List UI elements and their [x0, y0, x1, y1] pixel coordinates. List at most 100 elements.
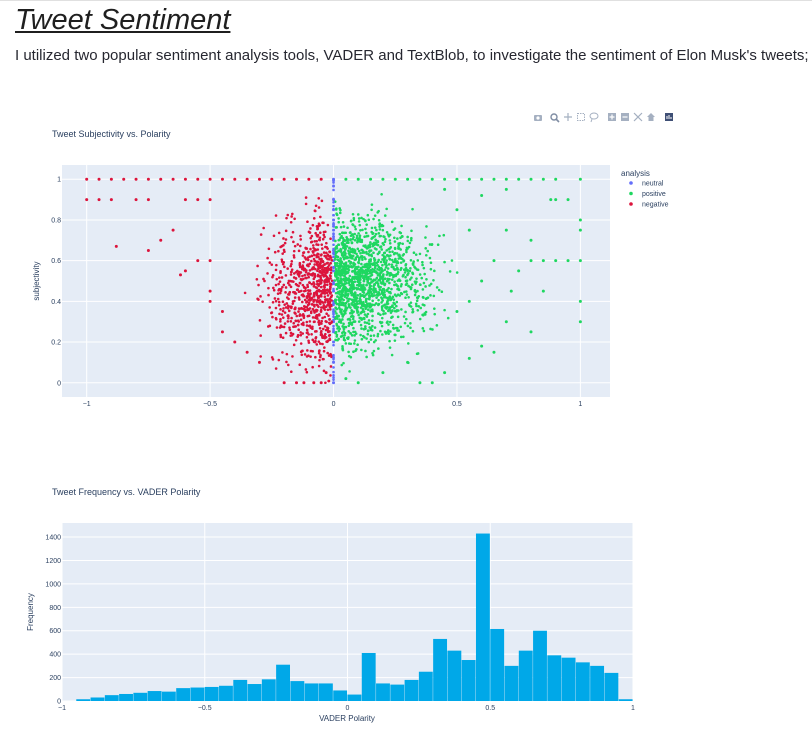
- pan-icon[interactable]: [564, 113, 572, 121]
- scatter-point-negative: [281, 351, 284, 354]
- histogram-bar[interactable]: [176, 688, 191, 701]
- histogram-bar[interactable]: [604, 672, 619, 701]
- scatter-point-neutral: [332, 201, 335, 204]
- scatter-chart[interactable]: Tweet Subjectivity vs. Polarity −1 −0.5 0 0…: [0, 100, 812, 540]
- scatter-point-negative: [322, 307, 326, 310]
- scatter-point-positive: [360, 216, 363, 220]
- scatter-point-negative: [114, 244, 118, 248]
- histogram-bar[interactable]: [147, 691, 162, 701]
- scatter-point-positive: [343, 338, 347, 342]
- histogram-chart[interactable]: Tweet Frequency vs. VADER Polarity −1 −0.…: [0, 485, 812, 735]
- scatter-point-positive: [421, 327, 425, 330]
- scatter-point-negative: [267, 293, 270, 297]
- histogram-bar[interactable]: [561, 657, 576, 701]
- zoom-in-icon[interactable]: [608, 113, 616, 121]
- histogram-bar[interactable]: [433, 638, 448, 701]
- scatter-point-negative: [328, 322, 332, 326]
- modebar[interactable]: [534, 112, 673, 123]
- histogram-bar[interactable]: [618, 699, 633, 701]
- scatter-point-positive: [378, 223, 381, 226]
- histogram-bar[interactable]: [276, 664, 290, 701]
- scatter-legend[interactable]: analysis neutral positive negative: [621, 169, 669, 209]
- scatter-point-positive: [361, 258, 364, 262]
- scatter-point-positive: [396, 267, 399, 270]
- histogram-bar[interactable]: [361, 652, 376, 701]
- scatter-point-negative: [312, 381, 316, 385]
- scatter-point-positive: [371, 242, 374, 246]
- histogram-bar[interactable]: [390, 684, 405, 701]
- scatter-point-positive: [549, 198, 553, 202]
- scatter-point-negative: [274, 367, 278, 370]
- scatter-point-positive: [416, 296, 419, 300]
- histogram-bar[interactable]: [376, 683, 390, 701]
- scatter-point-positive: [379, 313, 382, 317]
- histogram-bar[interactable]: [475, 533, 490, 701]
- lasso-icon[interactable]: [589, 112, 599, 123]
- scatter-point-negative: [305, 328, 309, 332]
- histogram-bar[interactable]: [247, 684, 262, 701]
- histogram-bar[interactable]: [461, 660, 476, 701]
- histogram-bar[interactable]: [133, 692, 148, 701]
- scatter-point-positive: [342, 336, 346, 340]
- legend-item-neutral[interactable]: neutral: [642, 181, 664, 188]
- histogram-bar[interactable]: [161, 691, 176, 701]
- legend-item-negative[interactable]: negative: [642, 202, 669, 209]
- box-select-icon[interactable]: [577, 113, 585, 121]
- autoscale-icon[interactable]: [633, 112, 643, 122]
- histogram-bar[interactable]: [104, 695, 119, 701]
- histogram-bar[interactable]: [547, 655, 562, 701]
- histogram-bar[interactable]: [233, 679, 248, 701]
- histogram-bar[interactable]: [76, 699, 91, 701]
- scatter-point-negative: [257, 360, 261, 364]
- page-intro: I utilized two popular sentiment analysi…: [15, 47, 809, 64]
- histogram-bar[interactable]: [504, 665, 519, 701]
- histogram-bar[interactable]: [590, 665, 605, 701]
- home-icon[interactable]: [647, 113, 655, 121]
- histogram-bar[interactable]: [290, 681, 305, 701]
- scatter-point-positive: [393, 306, 396, 310]
- histogram-bar[interactable]: [333, 690, 348, 701]
- legend-item-positive[interactable]: positive: [642, 191, 666, 198]
- histogram-bar[interactable]: [533, 630, 547, 701]
- plotly-logo-icon[interactable]: [665, 113, 673, 121]
- scatter-point-negative: [308, 297, 312, 301]
- scatter-point-positive: [393, 236, 396, 240]
- histogram-bar[interactable]: [575, 662, 590, 701]
- histogram-bar[interactable]: [304, 683, 319, 701]
- scatter-point-neutral: [332, 343, 335, 347]
- histogram-bar[interactable]: [219, 685, 233, 701]
- scatter-point-positive: [380, 324, 384, 328]
- histogram-bar[interactable]: [490, 628, 505, 701]
- histogram-bar[interactable]: [204, 686, 219, 701]
- scatter-point-positive: [406, 235, 409, 239]
- scatter-point-positive: [424, 236, 427, 239]
- camera-icon[interactable]: [534, 115, 542, 121]
- scatter-point-positive: [334, 262, 338, 266]
- histogram-bar[interactable]: [447, 650, 462, 701]
- scatter-point-negative: [284, 274, 288, 277]
- scatter-point-negative: [323, 346, 326, 349]
- scatter-point-negative: [291, 230, 295, 234]
- histogram-bar[interactable]: [347, 694, 362, 701]
- scatter-point-negative: [300, 278, 303, 282]
- histogram-bar[interactable]: [518, 650, 533, 701]
- zoom-icon[interactable]: [550, 113, 560, 123]
- scatter-point-positive: [372, 251, 375, 255]
- scatter-point-negative: [284, 331, 288, 335]
- histogram-bar[interactable]: [404, 679, 419, 701]
- histogram-bar[interactable]: [119, 693, 133, 701]
- histogram-bar[interactable]: [318, 683, 333, 701]
- scatter-point-negative: [287, 279, 291, 283]
- scatter-point-negative: [109, 177, 113, 181]
- scatter-point-positive: [405, 248, 408, 252]
- histogram-bar[interactable]: [90, 697, 105, 701]
- scatter-point-negative: [277, 288, 280, 292]
- histogram-bar[interactable]: [418, 671, 433, 701]
- zoom-out-icon[interactable]: [621, 113, 629, 121]
- scatter-point-positive: [381, 333, 384, 336]
- histogram-bar[interactable]: [261, 679, 276, 701]
- scatter-point-negative: [291, 212, 294, 216]
- scatter-point-negative: [299, 238, 303, 241]
- histogram-bar[interactable]: [190, 687, 205, 701]
- scatter-point-positive: [372, 349, 376, 353]
